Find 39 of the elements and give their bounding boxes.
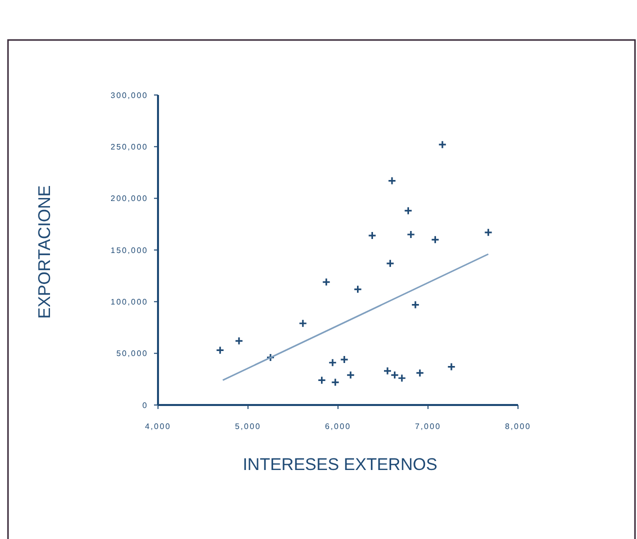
point [430,235,440,244]
point [383,366,392,376]
x-tick-label: 7,000 [414,422,442,431]
x-tick-label: 6,000 [324,422,352,431]
y-axis-title: EXPORTACIONE [35,185,54,319]
point [346,370,355,380]
point [447,362,456,372]
x-tick-label: 4,000 [144,422,172,431]
point [368,231,376,240]
point [234,336,244,346]
point [388,176,396,186]
point [322,278,331,286]
x-tick-label: 8,000 [504,422,532,431]
point [386,259,394,268]
point [416,368,424,378]
point [406,230,416,239]
point [438,140,447,149]
point [328,358,337,367]
point [354,284,362,294]
y-tick-label: 150,000 [110,246,148,255]
point [484,228,493,237]
point [331,378,340,387]
point [216,346,224,355]
point [266,353,275,362]
point [298,319,308,328]
y-tick-label: 100,000 [110,297,148,306]
x-axis-title: INTERESES EXTERNOS [242,455,438,474]
y-tick-label: 50,000 [116,349,148,358]
point [404,206,412,216]
point [318,376,326,384]
point [398,374,406,382]
point [390,370,399,380]
y-tick-label: 250,000 [110,142,148,152]
y-tick-label: 300,000 [110,90,148,100]
y-tick-label: 200,000 [110,194,148,204]
point [411,300,420,310]
x-tick-label: 5,000 [234,422,262,431]
point [340,355,349,364]
y-tick-label: 0 [142,400,148,410]
